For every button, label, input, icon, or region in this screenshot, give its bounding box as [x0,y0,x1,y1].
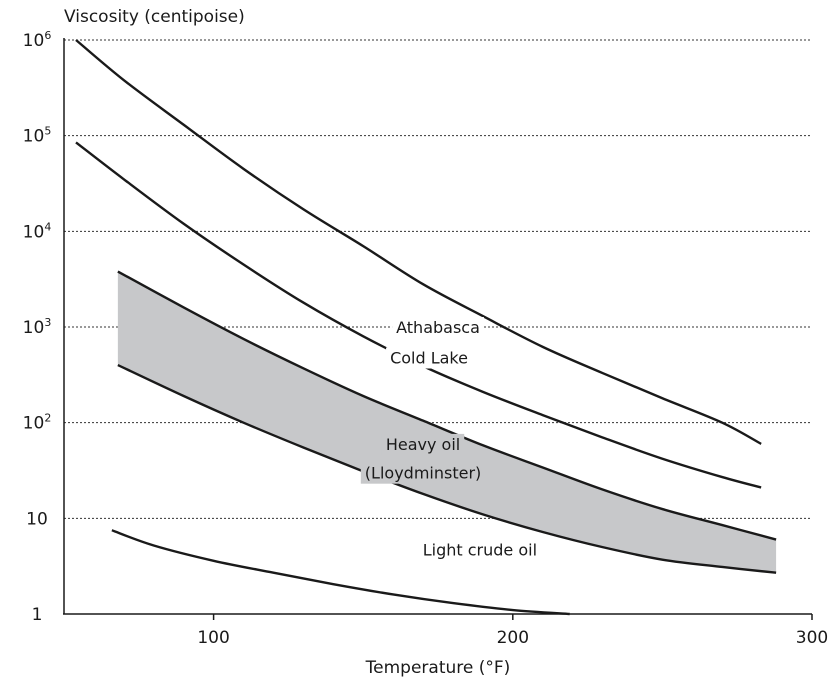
y-tick-exponent: 2 [44,412,51,425]
y-tick-label-1000000: 106 [23,29,52,51]
y-tick-label-10000: 104 [23,220,52,242]
x-tick-label-300: 300 [796,628,828,648]
series-label-athabasca: Athabasca [396,318,480,337]
heavy-oil-upper-curve [117,270,777,541]
label-cold-lake: Cold Lake [386,347,472,369]
series-label-heavy-oil: Heavy oil [386,435,460,454]
y-tick-exponent: 4 [44,220,51,233]
y-tick-base: 10 [23,318,45,338]
label-light-crude-oil: Light crude oil [418,539,542,561]
y-tick-base: 1 [32,605,43,625]
label-backdrop [418,539,542,561]
athabasca-curve [75,39,762,445]
light-crude-oil-curve [111,529,570,616]
label-backdrop [392,317,484,338]
label-backdrop [386,347,472,369]
heavy-oil-lower-curve [117,363,777,574]
x-tick-label-200: 200 [497,628,529,648]
y-tick-label-1000: 103 [23,316,52,338]
axes [63,38,812,615]
y-tick-exponent: 5 [44,125,51,138]
y-tick-exponent: 3 [44,316,51,329]
x-tick-label-100: 100 [197,628,229,648]
series-label-light-crude-oil: Light crude oil [423,541,537,560]
series-label-lloydminster: (Lloydminster) [365,464,481,483]
x-axis-title: Temperature (°F) [365,658,511,678]
series-labels: Athabasca Cold Lake Heavy oil (Lloydminster… [360,317,542,561]
series-label-cold-lake: Cold Lake [390,348,468,367]
label-backdrop [360,462,486,484]
heavy-oil-band-layer [117,271,777,573]
y-tick-label-1: 1 [32,605,43,625]
label-backdrop [381,433,465,455]
y-tick-label-100000: 105 [23,125,52,147]
label-lloydminster: (Lloydminster) [360,462,486,484]
y-tick-base: 10 [23,31,45,51]
y-tick-base: 10 [23,127,45,147]
heavy-oil-band-fill [117,271,777,573]
y-tick-exponent: 6 [44,29,51,42]
y-tick-base: 10 [26,509,48,529]
y-axis-title: Viscosity (centipoise) [64,7,245,27]
y-tick-label-10: 10 [26,509,48,529]
y-tick-base: 10 [23,222,45,242]
label-athabasca: Athabasca [392,317,484,338]
y-tick-base: 10 [23,414,45,434]
label-heavy-oil: Heavy oil [381,433,465,455]
y-tick-label-100: 102 [23,412,52,434]
